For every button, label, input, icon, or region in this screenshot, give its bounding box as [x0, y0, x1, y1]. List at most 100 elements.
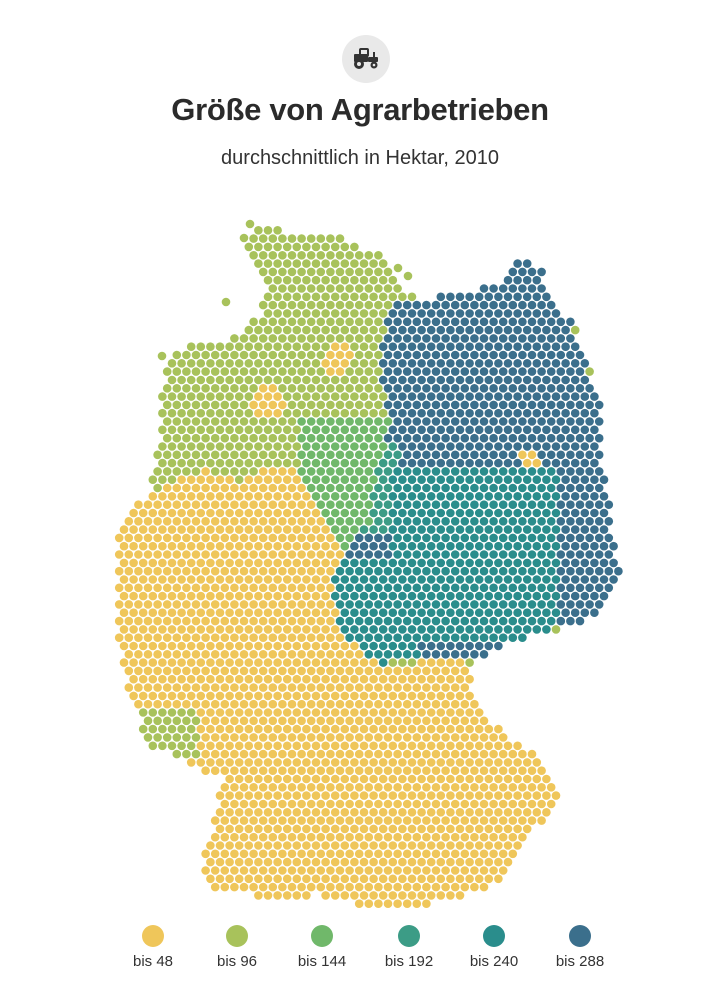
map-dot — [215, 608, 225, 617]
map-dot — [359, 408, 369, 418]
map-dot — [431, 550, 441, 559]
map-dot — [230, 450, 239, 460]
map-dot — [254, 375, 263, 385]
map-dot — [210, 583, 220, 593]
map-dot — [398, 342, 407, 351]
map-dot — [268, 699, 278, 709]
map-dot — [378, 891, 388, 900]
map-dot — [330, 808, 340, 817]
map-dot — [230, 816, 239, 825]
map-dot — [326, 799, 335, 809]
map-dot — [518, 433, 527, 443]
map-dot — [417, 758, 426, 767]
map-dot — [153, 483, 162, 493]
map-dot — [220, 716, 230, 726]
map-dot — [374, 317, 383, 327]
map-dot — [412, 866, 422, 875]
map-dot — [441, 783, 450, 792]
map-dot — [590, 525, 599, 534]
map-dot — [532, 575, 542, 584]
map-dot — [402, 716, 412, 726]
map-dot — [546, 517, 556, 526]
map-dot — [167, 425, 177, 435]
legend-item: bis 192 — [369, 925, 449, 970]
map-dot — [498, 400, 508, 410]
map-dot — [484, 841, 494, 850]
map-dot — [494, 375, 503, 385]
map-dot — [220, 699, 230, 709]
map-dot — [292, 375, 302, 385]
map-dot — [182, 417, 191, 426]
map-dot — [263, 674, 273, 684]
map-dot — [354, 300, 364, 310]
map-dot — [225, 857, 234, 867]
map-dot — [225, 558, 234, 568]
map-dot — [398, 325, 407, 335]
map-dot — [258, 400, 268, 410]
map-dot — [287, 300, 297, 310]
map-dot — [210, 816, 220, 825]
map-dot — [446, 691, 455, 701]
map-dot — [513, 309, 522, 318]
map-dot — [158, 608, 167, 617]
map-dot — [350, 824, 359, 834]
map-dot — [354, 467, 364, 476]
map-dot — [244, 492, 254, 501]
map-dot — [263, 741, 273, 751]
map-dot — [532, 309, 542, 318]
map-dot — [302, 791, 311, 800]
map-dot — [220, 849, 230, 859]
map-dot — [268, 483, 278, 493]
map-dot — [239, 616, 249, 626]
map-dot — [546, 384, 556, 393]
map-dot — [273, 408, 282, 418]
map-dot — [350, 325, 359, 335]
map-dot — [551, 458, 561, 468]
map-dot — [489, 600, 498, 609]
map-dot — [302, 891, 311, 900]
map-dot — [340, 342, 350, 351]
map-dot — [575, 550, 585, 559]
map-dot — [436, 292, 446, 302]
map-dot — [345, 716, 354, 726]
map-dot — [292, 874, 302, 884]
map-dot — [393, 849, 402, 859]
map-dot — [369, 857, 378, 867]
map-dot — [335, 832, 345, 842]
map-dot — [350, 342, 359, 351]
map-dot — [436, 674, 446, 684]
map-dot — [426, 625, 436, 634]
map-dot — [345, 500, 354, 510]
map-dot — [402, 583, 412, 593]
map-dot — [287, 467, 297, 476]
map-dot — [503, 841, 513, 850]
map-dot — [388, 841, 398, 850]
map-dot — [359, 791, 369, 800]
map-dot — [254, 674, 263, 684]
map-dot — [153, 716, 162, 726]
map-dot — [374, 533, 383, 543]
map-dot — [230, 384, 239, 393]
map-dot — [484, 724, 494, 734]
map-dot — [426, 558, 436, 568]
map-dot — [575, 450, 585, 460]
map-dot — [378, 309, 388, 318]
map-dot — [518, 400, 527, 410]
map-dot — [546, 799, 556, 809]
map-dot — [542, 791, 551, 800]
map-dot — [455, 292, 465, 302]
map-dot — [412, 367, 422, 376]
map-dot — [422, 517, 431, 526]
map-dot — [426, 691, 436, 701]
map-dot — [268, 716, 278, 726]
map-dot — [570, 475, 580, 485]
map-dot — [393, 616, 402, 626]
map-dot — [134, 699, 143, 709]
map-dot — [450, 550, 460, 559]
map-dot — [474, 392, 484, 401]
map-dot — [359, 392, 369, 401]
map-dot — [297, 616, 306, 626]
map-dot — [220, 450, 230, 460]
map-dot — [498, 633, 508, 642]
map-dot — [335, 533, 345, 543]
